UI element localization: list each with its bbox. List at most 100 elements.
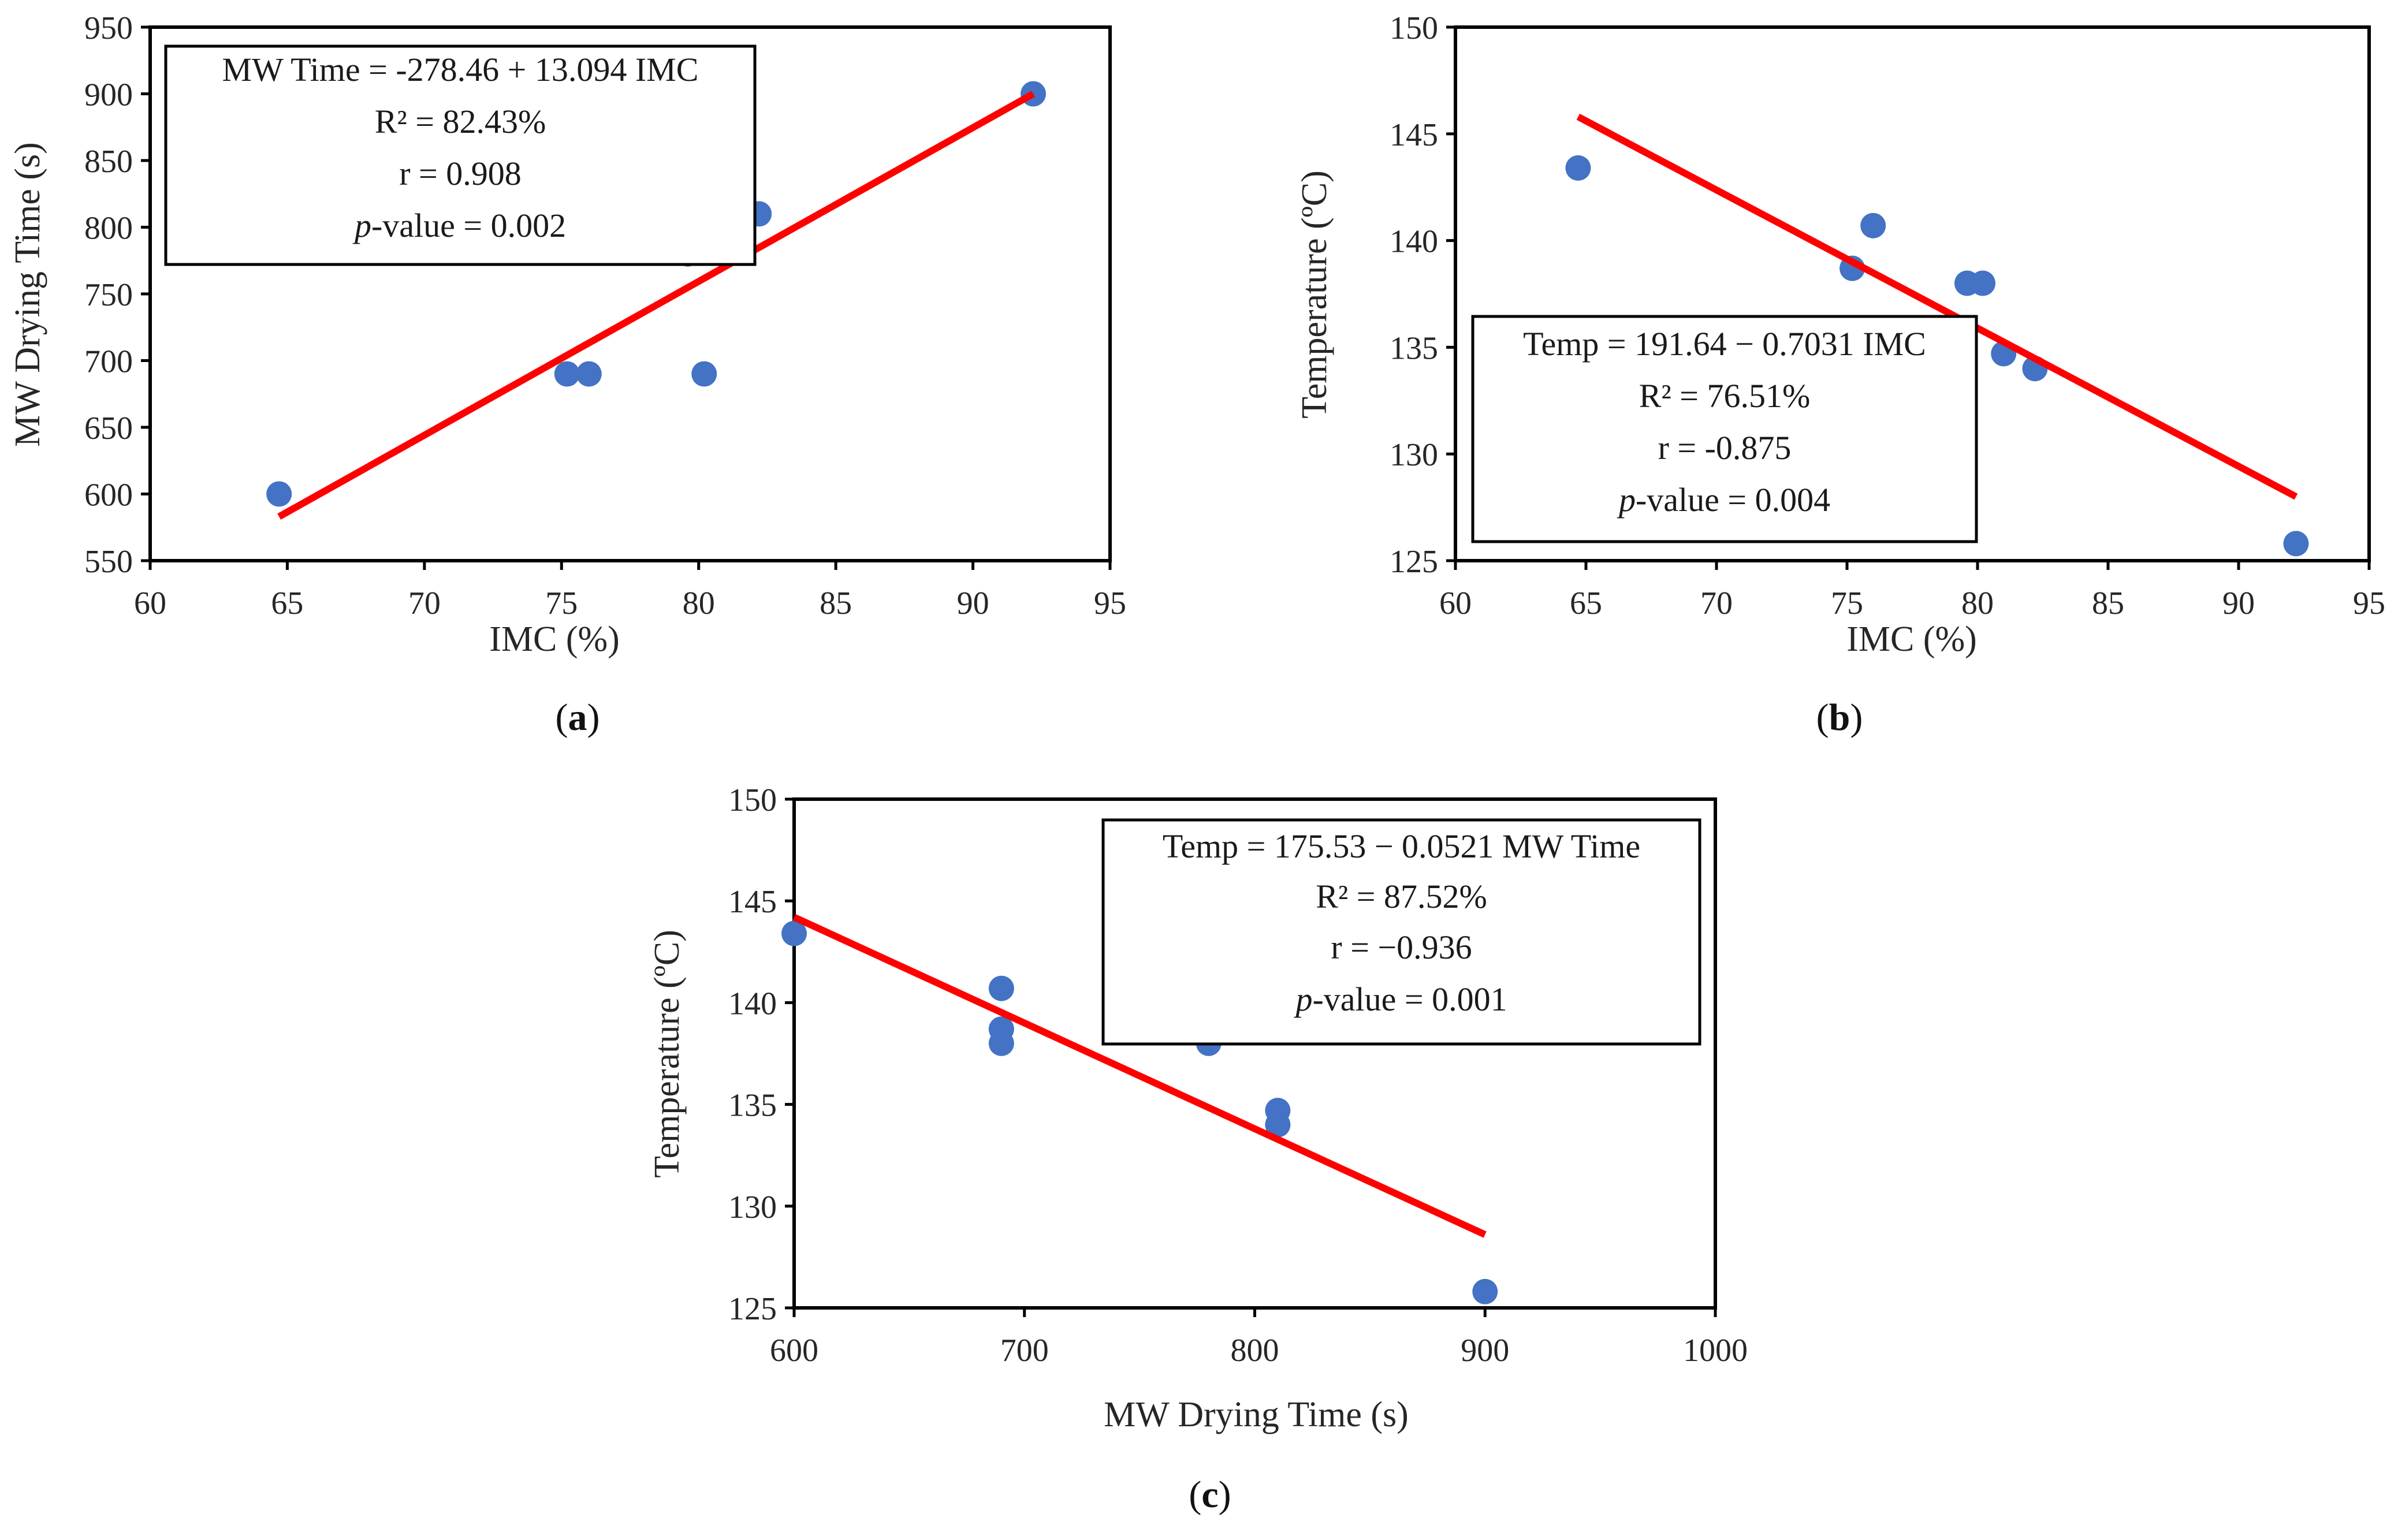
data-point-4 <box>988 1030 1014 1056</box>
y-tick-label: 750 <box>84 277 133 313</box>
data-point-5 <box>691 361 717 387</box>
p-value: p-value = 0.002 <box>352 207 566 244</box>
regression-stats-box <box>1471 315 1978 543</box>
correlation-r: r = -0.875 <box>1658 429 1792 467</box>
r-squared: R² = 76.51% <box>1639 377 1811 415</box>
p-value: p-value = 0.004 <box>1617 481 1830 519</box>
y-tick-label: 900 <box>84 77 133 113</box>
x-tick-label: 75 <box>1831 586 1863 621</box>
y-tick-label: 650 <box>84 411 133 446</box>
y-tick-label: 125 <box>1390 544 1438 580</box>
x-tick-label: 1000 <box>1683 1333 1748 1369</box>
y-tick-label: 145 <box>1390 117 1438 153</box>
y-tick-label: 135 <box>1390 330 1438 366</box>
data-point-5 <box>1970 270 1996 296</box>
panel-label-close: ) <box>587 696 600 739</box>
y-tick-label: 950 <box>84 10 133 46</box>
x-tick-label: 85 <box>820 586 852 621</box>
x-tick-label: 95 <box>2353 586 2385 621</box>
trendline <box>1576 113 2298 500</box>
p-value-symbol: p <box>1293 980 1312 1018</box>
p-value-text: -value = 0.002 <box>371 207 566 244</box>
y-tick-label: 135 <box>728 1088 777 1124</box>
p-value-text: -value = 0.001 <box>1312 980 1507 1018</box>
y-axis-title: Temperature (ºC) <box>1295 170 1334 419</box>
trendline <box>277 91 1035 520</box>
y-tick-label: 145 <box>728 884 777 920</box>
y-tick-label: 600 <box>84 478 133 513</box>
data-point-7 <box>1265 1112 1291 1138</box>
data-point-3 <box>576 361 602 387</box>
p-value-symbol: p <box>1617 481 1636 519</box>
regression-stats-box <box>164 44 757 266</box>
correlation-r: r = 0.908 <box>399 155 522 192</box>
y-tick-label: 140 <box>1390 224 1438 260</box>
y-axis-title: MW Drying Time (s) <box>8 142 47 447</box>
x-axis-title: IMC (%) <box>1846 620 1977 659</box>
regression-equation: MW Time = -278.46 + 13.094 IMC <box>222 51 699 88</box>
x-tick-label: 900 <box>1461 1333 1509 1369</box>
plot-frame <box>1454 25 2371 562</box>
y-tick-label: 550 <box>84 544 133 580</box>
panel-label: (c) <box>1189 1474 1231 1516</box>
regression-stats-box <box>1101 818 1701 1046</box>
panel-label-close: ) <box>1850 696 1863 739</box>
chart-panel-c: 600 700 800 900 1000 125 130 135 140 145 150 MW Dry… <box>647 782 1748 1516</box>
x-tick-label: 600 <box>770 1333 818 1369</box>
x-tick-label: 80 <box>1961 586 1994 621</box>
x-tick-label: 90 <box>2222 586 2255 621</box>
y-tick-label: 140 <box>728 986 777 1021</box>
y-tick-label: 150 <box>1390 10 1438 46</box>
trendline <box>792 913 1487 1238</box>
data-point-8 <box>1472 1278 1498 1304</box>
y-axis-title: Temperature (ºC) <box>647 930 687 1178</box>
data-point-8 <box>2283 531 2309 557</box>
x-tick-label: 65 <box>271 586 303 621</box>
correlation-r: r = −0.936 <box>1331 929 1472 966</box>
y-tick-label: 130 <box>1390 437 1438 473</box>
data-point-1 <box>266 481 292 507</box>
x-tick-label: 70 <box>1700 586 1733 621</box>
data-point-2 <box>988 975 1014 1001</box>
y-tick-label: 700 <box>84 344 133 380</box>
p-value-symbol: p <box>352 207 371 244</box>
panel-label: (a) <box>556 696 600 739</box>
chart-panel-a: 60 65 70 75 80 85 90 95 550 600 650 700 750 800 850 900… <box>8 10 1126 739</box>
x-axis-title: MW Drying Time (s) <box>1104 1395 1409 1434</box>
data-point-1 <box>781 920 807 946</box>
x-tick-label: 65 <box>1570 586 1602 621</box>
y-tick-label: 850 <box>84 144 133 180</box>
x-axis-title: IMC (%) <box>489 620 620 659</box>
y-tick-label: 130 <box>728 1190 777 1225</box>
panel-label-open: ( <box>1189 1474 1201 1516</box>
panel-label-open: ( <box>556 696 568 739</box>
r-squared: R² = 87.52% <box>1316 878 1487 915</box>
x-tick-label: 80 <box>683 586 715 621</box>
panel-label-open: ( <box>1816 696 1829 739</box>
chart-panel-b: 60 65 70 75 80 85 90 95 125 130 135 140 145 150 IMC (%… <box>1295 10 2385 739</box>
regression-equation: Temp = 191.64 − 0.7031 IMC <box>1523 325 1926 363</box>
panel-label-close: ) <box>1219 1474 1231 1516</box>
y-tick-label: 125 <box>728 1291 777 1327</box>
panel-label-letter: b <box>1829 696 1850 739</box>
x-tick-label: 700 <box>1000 1333 1049 1369</box>
data-point-2 <box>554 361 580 387</box>
x-tick-label: 90 <box>957 586 989 621</box>
regression-equation: Temp = 175.53 − 0.0521 MW Time <box>1163 827 1640 865</box>
x-tick-label: 800 <box>1231 1333 1279 1369</box>
data-point-3 <box>1860 212 1886 238</box>
panel-label: (b) <box>1816 696 1863 739</box>
x-tick-label: 85 <box>2092 586 2124 621</box>
p-value-text: -value = 0.004 <box>1636 481 1830 519</box>
data-point-1 <box>1565 155 1591 181</box>
y-tick-label: 150 <box>728 782 777 818</box>
x-tick-label: 60 <box>1439 586 1472 621</box>
x-tick-label: 60 <box>134 586 166 621</box>
r-squared: R² = 82.43% <box>375 103 546 140</box>
y-tick-label: 800 <box>84 211 133 247</box>
x-tick-label: 75 <box>545 586 578 621</box>
x-tick-label: 95 <box>1094 586 1126 621</box>
p-value: p-value = 0.001 <box>1293 980 1507 1018</box>
x-tick-label: 70 <box>408 586 441 621</box>
panel-label-letter: a <box>568 696 587 739</box>
